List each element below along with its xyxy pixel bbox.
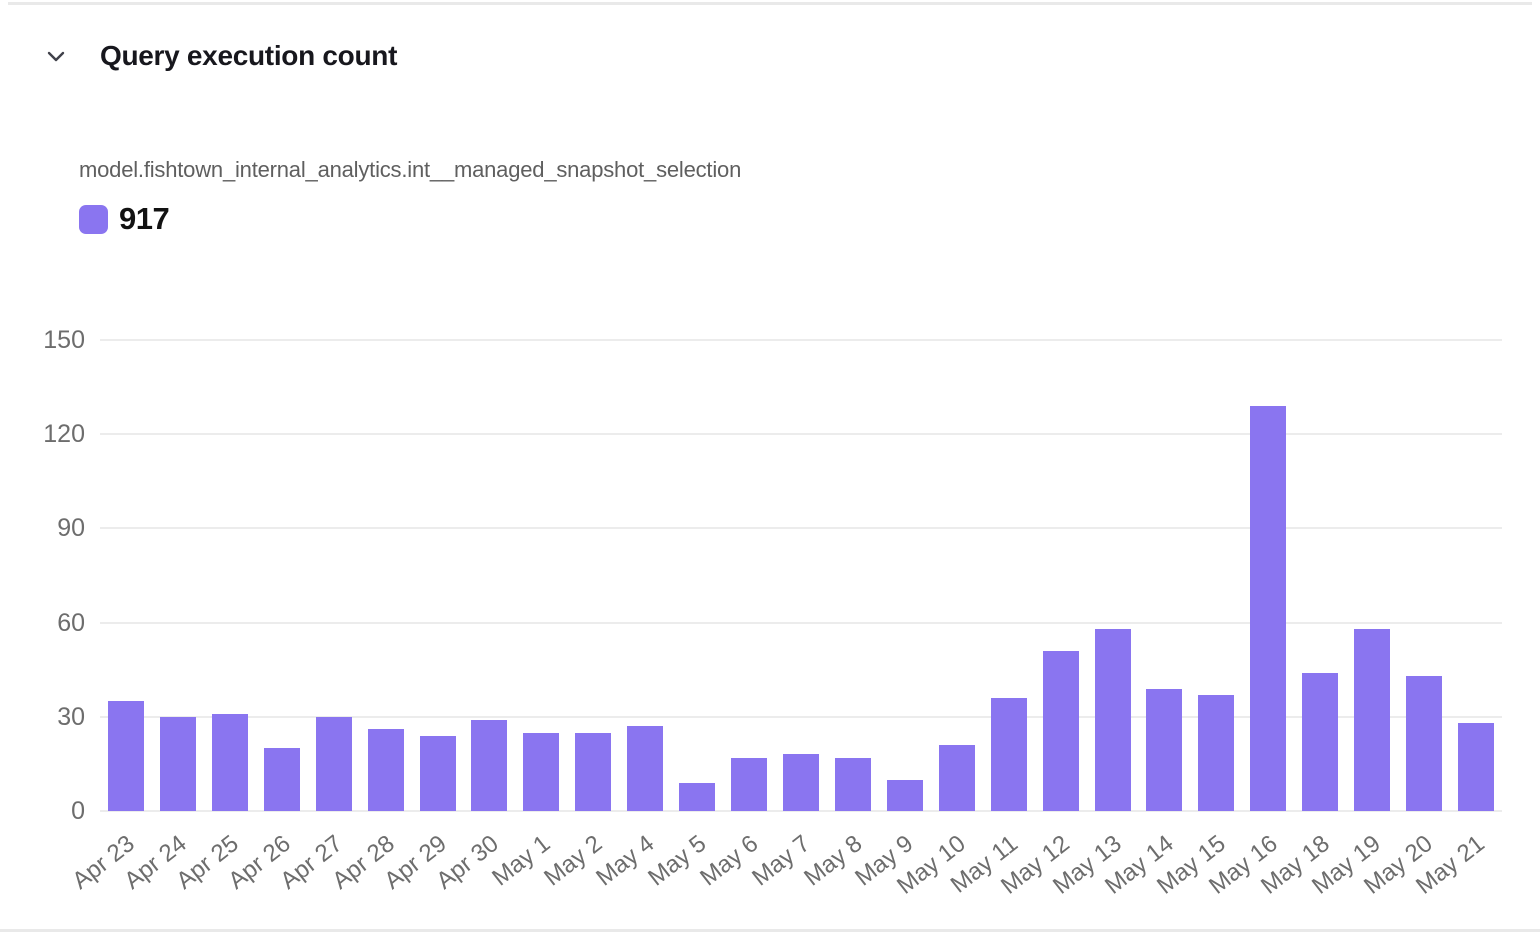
bar[interactable] xyxy=(679,782,716,811)
bottom-divider xyxy=(0,929,1540,932)
bar[interactable] xyxy=(1406,675,1443,811)
gridline xyxy=(100,621,1502,624)
y-axis-tick-label: 150 xyxy=(43,326,85,354)
y-axis-tick-label: 60 xyxy=(57,608,85,637)
x-axis-tick-label: May 6 xyxy=(694,829,764,892)
y-axis-tick-label: 120 xyxy=(43,420,85,449)
bar[interactable] xyxy=(1094,628,1131,811)
x-axis-tick-label: May 5 xyxy=(643,829,712,892)
bar[interactable] xyxy=(1458,723,1495,811)
x-axis-tick-label: May 2 xyxy=(539,829,608,892)
gridline xyxy=(100,339,1502,341)
bar[interactable] xyxy=(211,713,248,811)
y-axis-tick-label: 0 xyxy=(71,797,85,825)
y-axis-tick-label: 30 xyxy=(57,702,85,731)
bar[interactable] xyxy=(938,745,975,811)
legend-value: 917 xyxy=(119,201,170,236)
bar[interactable] xyxy=(419,735,456,811)
legend-item[interactable]: 917 xyxy=(79,201,170,237)
bar[interactable] xyxy=(159,716,196,811)
bar-chart: 0 30 60 90 120 150 Apr 23 Apr 24 Apr 25 Apr 26 Apr… xyxy=(0,326,1540,930)
chart-header: Query execution count xyxy=(44,40,397,72)
bar[interactable] xyxy=(886,779,923,811)
page-title: Query execution count xyxy=(100,40,398,71)
bar[interactable] xyxy=(263,748,300,811)
bar[interactable] xyxy=(1146,688,1183,811)
chevron-down-icon xyxy=(44,44,68,68)
bar[interactable] xyxy=(834,757,871,811)
x-axis-tick-label: May 8 xyxy=(798,829,867,892)
bar[interactable] xyxy=(575,732,612,811)
bar[interactable] xyxy=(523,732,560,811)
bar[interactable] xyxy=(107,701,144,811)
x-axis-tick-label: May 7 xyxy=(746,829,816,892)
bar[interactable] xyxy=(783,754,819,811)
y-axis-tick-label: 90 xyxy=(57,514,85,543)
gridline xyxy=(100,715,1502,718)
gridline xyxy=(100,810,1502,812)
bar[interactable] xyxy=(367,729,404,811)
bar[interactable] xyxy=(1198,694,1235,811)
gridline xyxy=(100,527,1502,530)
bar[interactable] xyxy=(1250,405,1287,811)
collapse-section-button[interactable] xyxy=(44,44,68,68)
x-axis-tick-label: May 4 xyxy=(591,829,660,892)
bar[interactable] xyxy=(315,716,352,811)
bar[interactable] xyxy=(471,719,508,811)
bar[interactable] xyxy=(1302,672,1339,811)
gridline xyxy=(100,433,1502,436)
bar[interactable] xyxy=(627,726,664,811)
bar[interactable] xyxy=(990,697,1027,811)
series-label: model.fishtown_internal_analytics.int__m… xyxy=(79,157,742,182)
plot-area xyxy=(100,339,1502,812)
bar[interactable] xyxy=(731,757,768,811)
x-axis-tick-label: May 1 xyxy=(487,829,556,892)
top-divider xyxy=(8,2,1532,5)
bar[interactable] xyxy=(1354,628,1391,811)
legend-swatch xyxy=(79,204,108,234)
bar[interactable] xyxy=(1042,650,1079,811)
